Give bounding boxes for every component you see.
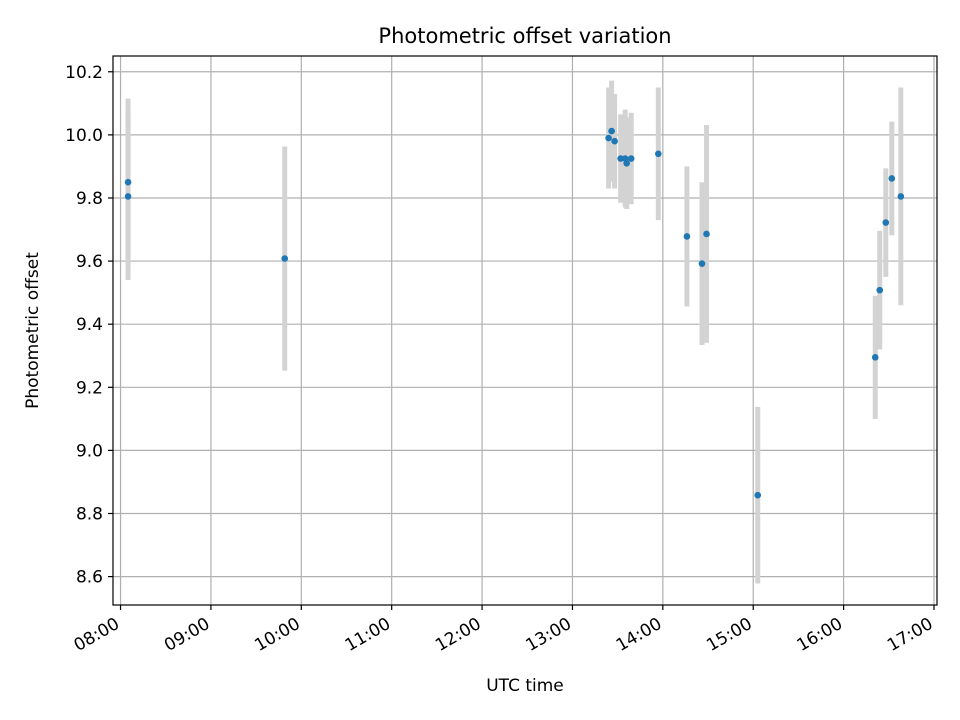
data-point — [617, 155, 624, 162]
data-points — [124, 127, 905, 499]
data-point — [623, 159, 630, 167]
data-point — [871, 354, 879, 361]
y-axis: 8.6 8.8 9.0 9.2 9.4 9.6 9.8 10.0 10.2 — [65, 63, 113, 588]
data-point — [876, 286, 884, 294]
data-point — [897, 193, 905, 200]
x-axis-label: UTC time — [486, 676, 564, 696]
data-point — [281, 255, 289, 262]
y-tick-label: 9.2 — [76, 378, 103, 398]
data-point — [605, 134, 612, 142]
y-tick-label: 10.2 — [65, 63, 103, 83]
y-tick-label: 8.8 — [76, 505, 103, 525]
data-point — [698, 260, 706, 267]
data-point — [124, 193, 132, 200]
data-point — [703, 230, 710, 238]
y-tick-label: 10.0 — [65, 126, 103, 146]
y-axis-label: Photometric offset — [23, 252, 43, 409]
y-tick-label: 9.4 — [76, 315, 103, 335]
data-point — [882, 219, 890, 226]
grid — [113, 56, 937, 605]
data-point — [888, 175, 896, 182]
data-point — [655, 150, 662, 158]
data-point — [124, 178, 132, 186]
data-point — [627, 155, 635, 162]
plot-frame — [112, 55, 938, 606]
y-tick-label: 8.6 — [76, 568, 103, 588]
data-point — [683, 233, 691, 240]
data-point — [611, 137, 618, 145]
y-tick-label: 9.6 — [76, 252, 103, 272]
chart-title: Photometric offset variation — [378, 24, 671, 48]
data-point — [608, 127, 615, 135]
data-point — [754, 491, 762, 499]
y-tick-label: 9.8 — [76, 189, 103, 209]
y-tick-label: 9.0 — [76, 441, 103, 461]
